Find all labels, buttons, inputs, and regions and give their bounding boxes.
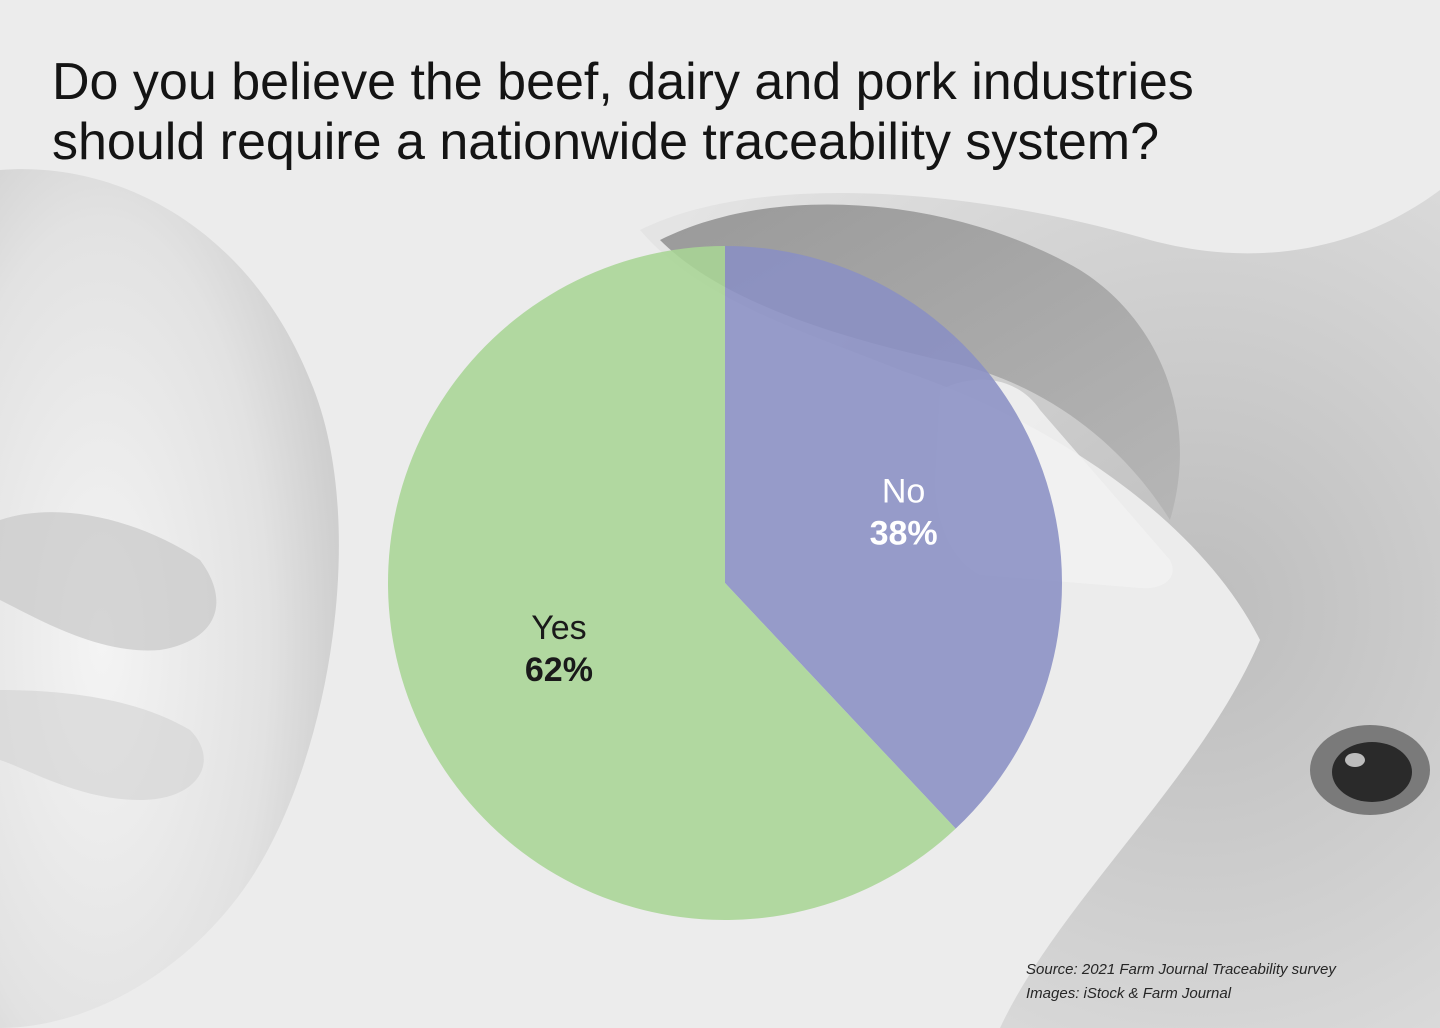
slice-label-no: No	[882, 472, 925, 510]
images-credit-line: Images: iStock & Farm Journal	[1026, 985, 1232, 1002]
slice-value-no: 38%	[870, 514, 938, 552]
pie-slices	[387, 246, 1062, 920]
chart-title: Do you believe the beef, dairy and pork …	[52, 52, 1412, 172]
source-line: Source: 2021 Farm Journal Traceability s…	[1026, 961, 1336, 978]
slice-label-yes: Yes	[531, 609, 586, 647]
slice-value-yes: 62%	[525, 651, 593, 689]
pie-slice-no	[725, 246, 1062, 829]
title-line-2: should require a nationwide traceability…	[52, 113, 1160, 171]
pie-labels: No 38% Yes 62%	[525, 472, 938, 688]
source-credit: Source: 2021 Farm Journal Traceability s…	[1026, 958, 1426, 1006]
title-line-1: Do you believe the beef, dairy and pork …	[52, 53, 1194, 111]
pie-slice-yes	[387, 246, 956, 920]
